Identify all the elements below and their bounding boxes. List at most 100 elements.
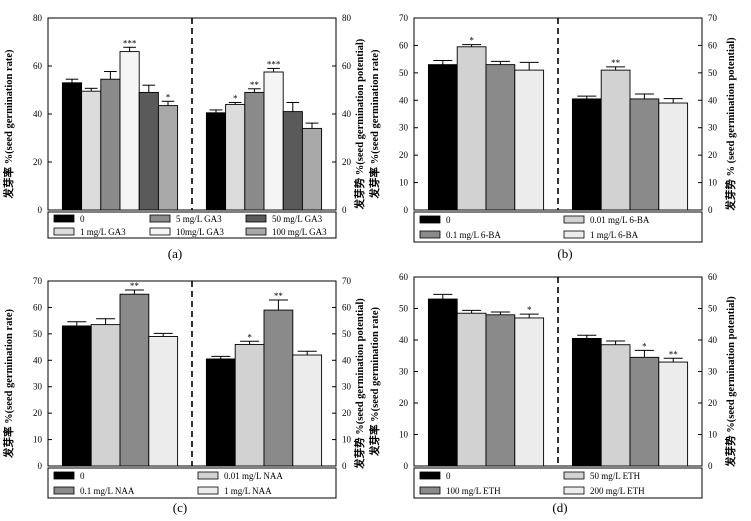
y-tick-label-right: 30 bbox=[342, 382, 352, 392]
y-tick-label-right: 60 bbox=[342, 61, 352, 71]
legend: 0 100 mg/L ETH 50 mg/L ETH 200 mg/L ETH bbox=[413, 467, 703, 499]
y-tick-label-right: 0 bbox=[342, 205, 347, 215]
legend-swatch bbox=[419, 486, 441, 495]
y-tick-label-right: 40 bbox=[708, 335, 718, 345]
y-tick-label-left: 30 bbox=[33, 382, 43, 392]
legend-swatch bbox=[53, 486, 75, 495]
legend-swatch bbox=[563, 230, 585, 239]
y-tick-label-right: 30 bbox=[708, 367, 718, 377]
legend: 0 1 mg/L GA3 5 mg/L GA3 10mg/L GA3 50 mg/L G… bbox=[47, 211, 337, 239]
y-tick-label-right: 20 bbox=[708, 150, 718, 160]
legend-label: 100 mg/L GA3 bbox=[272, 227, 327, 237]
bar bbox=[157, 105, 179, 211]
legend-swatch bbox=[197, 486, 219, 495]
bar bbox=[301, 127, 323, 211]
y-tick-label-left: 20 bbox=[33, 157, 43, 167]
legend-label: 10mg/L GA3 bbox=[176, 227, 224, 237]
bar bbox=[571, 98, 602, 211]
y-axis-title-left: 发芽率 %(seed germination rate) bbox=[2, 49, 15, 200]
panel-label: (c) bbox=[173, 500, 187, 515]
y-axis-title-left: 发芽率 %(seed germination rate) bbox=[368, 49, 381, 200]
legend: 0 0.1 mg/L NAA 0.01 mg/L NAA 1 mg/L NAA bbox=[47, 467, 337, 499]
legend-label: 0.01 mg/L NAA bbox=[224, 471, 283, 481]
legend-frame bbox=[47, 211, 337, 239]
chart-panel-c: 0 10 20 30 40 50 60 70 0 10 20 30 40 50 60 70 发芽率 %(seed… bbox=[2, 276, 366, 515]
legend: 0 0.1 mg/L 6-BA 0.01 mg/L 6-BA 1 mg/L 6-BA bbox=[413, 211, 703, 243]
legend-label: 1 mg/L NAA bbox=[224, 486, 272, 496]
significance-mark: * bbox=[527, 305, 532, 315]
legend-label: 0 bbox=[446, 215, 451, 225]
y-tick-label-left: 50 bbox=[399, 304, 409, 314]
y-tick-label-left: 10 bbox=[399, 430, 409, 440]
bar bbox=[658, 102, 689, 211]
bar bbox=[427, 64, 458, 211]
significance-mark: * bbox=[642, 341, 647, 351]
significance-mark: ** bbox=[611, 58, 621, 68]
y-tick-label-left: 40 bbox=[399, 335, 409, 345]
y-tick-label-left: 70 bbox=[33, 276, 43, 286]
legend-frame bbox=[413, 467, 703, 499]
y-tick-label-left: 30 bbox=[399, 367, 409, 377]
legend-label: 1 mg/L 6-BA bbox=[590, 230, 639, 240]
y-tick-label-left: 60 bbox=[33, 302, 43, 312]
bar bbox=[119, 51, 140, 211]
y-axis-title-right: 发芽势 %(seed germination potential) bbox=[353, 38, 366, 210]
y-tick-label-right: 60 bbox=[708, 272, 718, 282]
bar bbox=[225, 103, 246, 211]
y-tick-label-right: 70 bbox=[708, 13, 718, 23]
significance-mark: * bbox=[247, 332, 252, 342]
y-tick-label-right: 50 bbox=[708, 68, 718, 78]
significance-mark: * bbox=[233, 93, 238, 103]
significance-mark: ** bbox=[669, 349, 679, 359]
y-tick-label-left: 60 bbox=[33, 61, 43, 71]
legend-swatch bbox=[419, 230, 441, 239]
legend-swatch bbox=[53, 471, 75, 480]
significance-mark: ** bbox=[274, 291, 284, 301]
legend-swatch bbox=[245, 214, 267, 223]
y-tick-label-left: 0 bbox=[404, 205, 409, 215]
y-tick-label-right: 10 bbox=[342, 435, 352, 445]
y-tick-label-right: 40 bbox=[342, 109, 352, 119]
chart-panel-b: 0 10 20 30 40 50 60 70 0 10 20 30 40 50 60 70 发芽率 %(seed… bbox=[368, 13, 737, 261]
panel-label: (a) bbox=[168, 246, 182, 261]
legend-swatch bbox=[419, 471, 441, 480]
bar bbox=[292, 354, 323, 467]
bar bbox=[571, 337, 602, 467]
legend-swatch bbox=[53, 227, 75, 236]
legend-frame bbox=[47, 467, 337, 499]
bar bbox=[456, 46, 487, 211]
legend-label: 100 mg/L ETH bbox=[446, 486, 501, 496]
y-tick-label-right: 60 bbox=[342, 302, 352, 312]
chart-panel-d: 0 10 20 30 40 50 60 0 10 20 30 40 50 60 发芽率 %(seed ger… bbox=[368, 272, 737, 515]
bar bbox=[514, 317, 545, 467]
bar bbox=[61, 82, 83, 211]
bar bbox=[629, 356, 660, 467]
y-axis-title-right: 发芽势 %(seed germination potential) bbox=[724, 296, 737, 468]
significance-mark: * bbox=[166, 92, 171, 102]
legend-label: 0.1 mg/L NAA bbox=[80, 486, 135, 496]
bar bbox=[456, 312, 487, 467]
legend-frame bbox=[413, 211, 703, 243]
y-tick-label-left: 0 bbox=[38, 205, 43, 215]
legend-swatch bbox=[563, 215, 585, 224]
y-tick-label-left: 0 bbox=[38, 461, 43, 471]
bar bbox=[61, 325, 92, 467]
bar bbox=[148, 336, 179, 467]
bar bbox=[514, 69, 545, 211]
legend-swatch bbox=[245, 227, 267, 236]
legend-swatch bbox=[53, 214, 75, 223]
legend-label: 0 bbox=[80, 214, 85, 224]
bar bbox=[427, 298, 458, 467]
bar bbox=[485, 314, 516, 467]
bar bbox=[658, 361, 689, 467]
y-tick-label-left: 70 bbox=[399, 13, 409, 23]
significance-mark: *** bbox=[267, 59, 281, 69]
significance-mark: ** bbox=[130, 281, 140, 291]
y-tick-label-left: 20 bbox=[399, 398, 409, 408]
chart-panel-a: 0 20 40 60 80 0 20 40 60 80 发芽率 %(seed germination… bbox=[2, 13, 366, 261]
legend-swatch bbox=[563, 471, 585, 480]
y-tick-label-left: 10 bbox=[399, 178, 409, 188]
y-tick-label-left: 30 bbox=[399, 123, 409, 133]
legend-label: 0 bbox=[80, 471, 85, 481]
